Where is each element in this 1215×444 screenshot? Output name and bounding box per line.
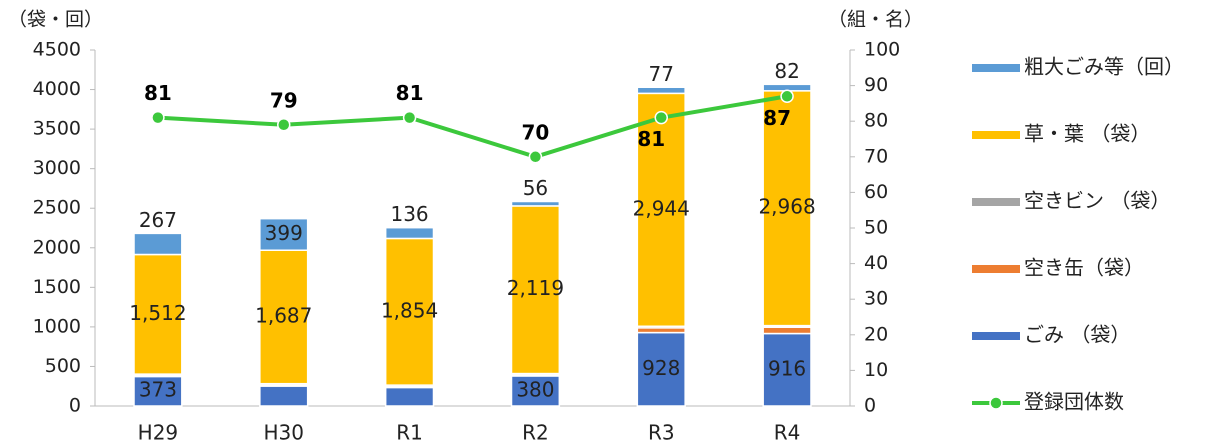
y-tick-label: 1500: [33, 276, 81, 298]
bar-segment: [762, 326, 812, 335]
y-tick-label: 3500: [33, 118, 81, 140]
y2-tick-label: 90: [864, 74, 888, 96]
x-tick-label: R4: [774, 421, 801, 444]
y2-tick-label: 70: [864, 145, 888, 167]
y2-tick-label: 30: [864, 288, 888, 310]
line-label: 87: [763, 106, 791, 130]
data-label: 916: [768, 356, 806, 380]
y2-tick-label: 60: [864, 181, 888, 203]
y2-tick-label: 100: [864, 39, 900, 61]
line-marker: [151, 110, 165, 125]
y-tick-label: 2000: [33, 236, 81, 258]
bar-segment: [133, 375, 183, 407]
legend-label: 草・葉 （袋）: [1024, 122, 1150, 146]
y-tick-label: 4000: [33, 78, 81, 100]
line-label: 81: [637, 127, 665, 151]
data-label: 56: [523, 176, 548, 200]
legend-swatch: [972, 332, 1020, 340]
y2-tick-label: 20: [864, 323, 888, 345]
x-tick-label: R3: [648, 421, 675, 444]
bar-segment: [259, 217, 309, 251]
y-tick-label: 500: [45, 355, 81, 377]
bar-segment: [384, 237, 435, 386]
line-marker: [528, 150, 543, 164]
y-tick-label: 2500: [33, 197, 81, 219]
line-label: 70: [521, 120, 549, 144]
legend-label: 登録団体数: [1024, 390, 1124, 414]
data-label: 1,687: [255, 303, 312, 327]
x-tick-label: H30: [264, 421, 305, 444]
data-label: 2,119: [507, 276, 564, 300]
line-label: 81: [144, 81, 172, 105]
data-label: 1,854: [381, 298, 438, 322]
x-tick-label: R2: [522, 421, 549, 444]
y-tick-label: 0: [69, 395, 81, 417]
bar-segment: [384, 386, 435, 407]
line: [157, 94, 788, 159]
data-label: 399: [265, 221, 303, 245]
legend-swatch: [972, 64, 1020, 72]
legend-marker: [989, 396, 1003, 410]
data-label: 373: [139, 378, 177, 402]
x-tick-label: R1: [396, 421, 423, 444]
data-label: 267: [139, 208, 177, 232]
line-marker: [654, 110, 668, 125]
bar-segment: [384, 226, 435, 240]
legend-swatch: [972, 198, 1020, 206]
bar-segment: [133, 232, 183, 256]
bar-segment: [636, 86, 686, 95]
data-label: 928: [642, 356, 680, 380]
data-label: 380: [516, 377, 554, 401]
y2-unit: （組・名）: [828, 9, 923, 31]
line-label: 79: [270, 88, 298, 112]
y2-tick-label: 0: [864, 395, 876, 417]
line-label: 81: [396, 81, 424, 105]
legend-swatch: [972, 265, 1020, 273]
y-unit: （袋・回）: [8, 9, 103, 31]
legend-swatch: [972, 131, 1020, 139]
y2-tick-label: 80: [864, 110, 888, 132]
bar-segment: [510, 200, 561, 207]
bar-segment: [636, 331, 686, 407]
line-marker: [780, 89, 794, 104]
bar-segment: [510, 205, 561, 375]
x-tick-label: H29: [138, 421, 179, 444]
bar-segment: [259, 385, 309, 407]
bar-segment: [259, 249, 309, 385]
data-label: 77: [649, 62, 674, 86]
legend-label: ごみ （袋）: [1024, 323, 1130, 347]
data-label: 2,944: [633, 196, 690, 220]
legend-label: 粗大ごみ等（回）: [1024, 55, 1184, 79]
data-label: 82: [774, 59, 799, 83]
legend-label: 空きビン （袋）: [1024, 189, 1170, 213]
data-label: 136: [390, 202, 428, 226]
y2-tick-label: 10: [864, 359, 888, 381]
data-label: 1,512: [129, 301, 186, 325]
legend-label: 空き缶（袋）: [1024, 256, 1144, 280]
bar-segment: [133, 253, 183, 375]
y-tick-label: 1000: [33, 315, 81, 337]
y-tick-label: 3000: [33, 157, 81, 179]
line-marker: [402, 110, 417, 125]
line-marker: [277, 118, 291, 132]
y-tick-label: 4500: [33, 39, 81, 61]
bar-segment: [636, 92, 686, 328]
bar-segment: [762, 332, 812, 407]
bar-segment: [762, 90, 812, 327]
y2-tick-label: 50: [864, 217, 888, 239]
data-label: 2,968: [758, 195, 815, 219]
y2-tick-label: 40: [864, 252, 888, 274]
